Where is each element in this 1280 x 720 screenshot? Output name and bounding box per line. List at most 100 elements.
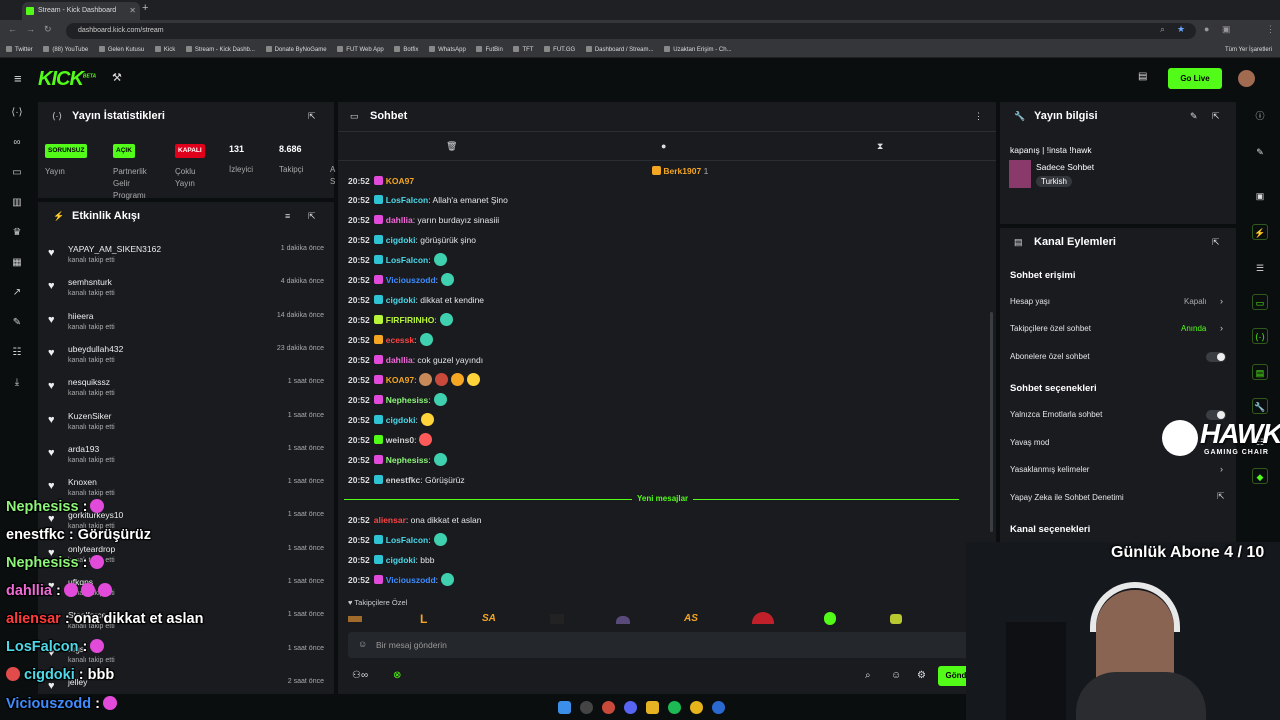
activity-item[interactable]: ♥ tugs kanalı takip etti 1 saat önce [38,644,334,677]
emote-menu-icon[interactable]: ☺ [891,670,902,681]
send-button[interactable]: Gönd [938,666,974,686]
window-icon[interactable]: ▭ [12,167,22,178]
forward-icon[interactable]: → [26,24,35,34]
bolt-icon[interactable]: ⚡ [1252,224,1268,240]
message-user[interactable]: FIRFIRINHO [385,315,435,325]
message-user[interactable]: cigdoki [385,235,416,245]
activity-user[interactable]: tugs [68,643,85,654]
media-icon[interactable]: ▣ [1255,191,1265,201]
external-link-icon[interactable]: ⇱ [1217,491,1225,501]
activity-user[interactable]: gorkiturkeys10 [68,510,124,521]
chat-message[interactable]: 20:52 cigdoki: dikkat et kendine [348,292,484,308]
hamburger-menu-icon[interactable]: ≡ [14,71,22,86]
edit-pencil-icon[interactable]: ✎ [1190,111,1198,121]
bookmark-item[interactable]: Dashboard / Stream... [586,42,654,57]
chat-message[interactable]: 20:52 Nephesiss: [348,452,447,468]
emote-icon[interactable]: L [420,612,428,626]
emote-icon[interactable] [550,614,564,624]
user-avatar[interactable] [1238,70,1255,87]
activity-item[interactable]: ♥ Steelforce kanalı takip etti 1 saat önce [38,610,334,643]
file-explorer-icon[interactable] [646,701,659,714]
bookmark-item[interactable]: Kick [155,42,175,57]
popout-icon[interactable]: ⇱ [308,111,316,121]
chevron-right-icon[interactable]: › [1220,296,1223,306]
activity-item[interactable]: ♥ hiieera kanalı takip etti 14 dakika önce [38,311,334,344]
emote-icon[interactable] [752,612,774,624]
popout-icon[interactable]: ⇱ [1212,111,1220,121]
activity-user[interactable]: semhsnturk [68,277,112,288]
activity-item[interactable]: ♥ KuzenSiker kanalı takip etti 1 saat önce [38,411,334,444]
chat-input[interactable]: ☺ Bir mesaj gönderin [348,632,968,658]
emote-icon[interactable] [616,616,630,624]
studio-icon[interactable]: ▤ [1138,71,1148,82]
subs-chat-toggle[interactable] [1206,352,1226,362]
chat-message[interactable]: 20:52 enestfkc: Görüşürüz [348,472,465,488]
new-tab-icon[interactable]: + [142,2,149,14]
all-bookmarks[interactable]: Tüm Yer İşaretleri [1224,47,1272,53]
chat-message[interactable]: 20:52 Viciouszodd: [348,572,455,588]
activity-user[interactable]: Knoxen [68,477,97,488]
chat-message[interactable]: 20:52 KOA97: [348,372,481,388]
bookmark-item[interactable]: FUT Web App [337,42,383,57]
chat-message[interactable]: 20:52 FIRFIRINHO: [348,312,453,328]
message-user[interactable]: KOA97 [385,375,415,385]
activity-item[interactable]: ♥ Knoxen kanalı takip etti 1 saat önce [38,477,334,510]
ai-moderation-label[interactable]: Yapay Zeka ile Sohbet Denetimi [1010,493,1124,502]
search-icon[interactable]: ⌕ [865,670,871,681]
trash-icon[interactable]: 🗑 [446,141,458,151]
chat-message[interactable]: 20:52 cigdoki: görüşürük şino [348,232,476,248]
app-icon[interactable] [602,701,615,714]
chat-message[interactable]: 20:52 Viciouszodd: [348,272,455,288]
emote-icon[interactable]: SA [482,613,496,624]
bookmark-item[interactable]: (88) YouTube [43,42,88,57]
list-icon[interactable]: ☰ [1255,263,1265,273]
emote-icon[interactable] [348,616,362,622]
speech-bubble-icon[interactable]: ● [661,141,667,151]
activity-user[interactable]: nesquikssz [68,377,111,388]
info-icon[interactable]: ⓘ [1255,111,1265,121]
chat-message[interactable]: 20:52 aliensar: ona dikkat et aslan [348,512,482,528]
windows-start-icon[interactable] [558,701,571,714]
bookmark-item[interactable]: Gelen Kutusu [99,42,144,57]
emote-only-toggle[interactable] [1206,410,1226,420]
chat-tools-icon[interactable]: ⚇∞ [352,670,369,681]
activity-user[interactable]: hiieera [68,310,94,321]
chat-message[interactable]: 20:52 ecessk: [348,332,433,348]
message-user[interactable]: dahllia [385,355,413,365]
message-user[interactable]: enestfkc [385,475,421,485]
activity-user[interactable]: jelley [68,676,88,687]
message-user[interactable]: cigdoki [385,415,416,425]
popout-icon[interactable]: ⇱ [308,211,316,221]
activity-item[interactable]: ♥ jelley 2 saat önce [38,677,334,694]
activity-item[interactable]: ♥ nesquikssz kanalı takip etti 1 saat önce [38,377,334,410]
bookmark-item[interactable]: FUT.GG [544,42,575,57]
activity-user[interactable]: Steelforce [68,610,107,621]
activity-item[interactable]: ♥ gorkiturkeys10 kanalı takip etti 1 saat ö… [38,510,334,543]
chat-message[interactable]: 20:52 KOA97 [348,173,414,189]
chat-message[interactable]: 20:52 LosFalcon: [348,252,447,268]
settings-gear-icon[interactable]: ⚙ [917,670,926,681]
bookmark-item[interactable]: Twitter [6,42,33,57]
activity-user[interactable]: KuzenSiker [68,410,112,421]
community-icon[interactable]: ☷ [12,347,22,358]
download-icon[interactable]: ⤓ [14,377,20,388]
bookmark-item[interactable]: TFT [513,42,533,57]
chat-message[interactable]: 20:52 dahllia: yarın burdayız sinasiii [348,212,499,228]
chat-menu-icon[interactable]: ⋮ [974,111,983,121]
pinned-gift-user[interactable]: Berk1907 1 [652,166,708,176]
message-user[interactable]: Viciouszodd [385,575,436,585]
chat-icon[interactable]: ▭ [1252,294,1268,310]
zoom-icon[interactable]: ⌕ [1160,24,1166,34]
chat-message[interactable]: 20:52 dahllia: cok guzel yayındı [348,352,483,368]
reload-icon[interactable]: ↻ [44,24,52,34]
activity-user[interactable]: onlyteardrop [68,543,116,554]
filter-icon[interactable]: ≡ [285,211,291,221]
bookmark-item[interactable]: Stream - Kick Dashb... [186,42,255,57]
chart-icon[interactable]: ↗ [12,287,22,298]
analytics-icon[interactable]: ▥ [12,197,22,208]
bookmark-item[interactable]: FutBin [476,42,502,57]
activity-item[interactable]: ♥ ubeydullah432 kanalı takip etti 23 dakika… [38,344,334,377]
stream-icon[interactable]: ⟨·⟩ [1252,328,1268,344]
extension-icon[interactable]: ● [1204,24,1210,34]
message-user[interactable]: LosFalcon [385,535,429,545]
